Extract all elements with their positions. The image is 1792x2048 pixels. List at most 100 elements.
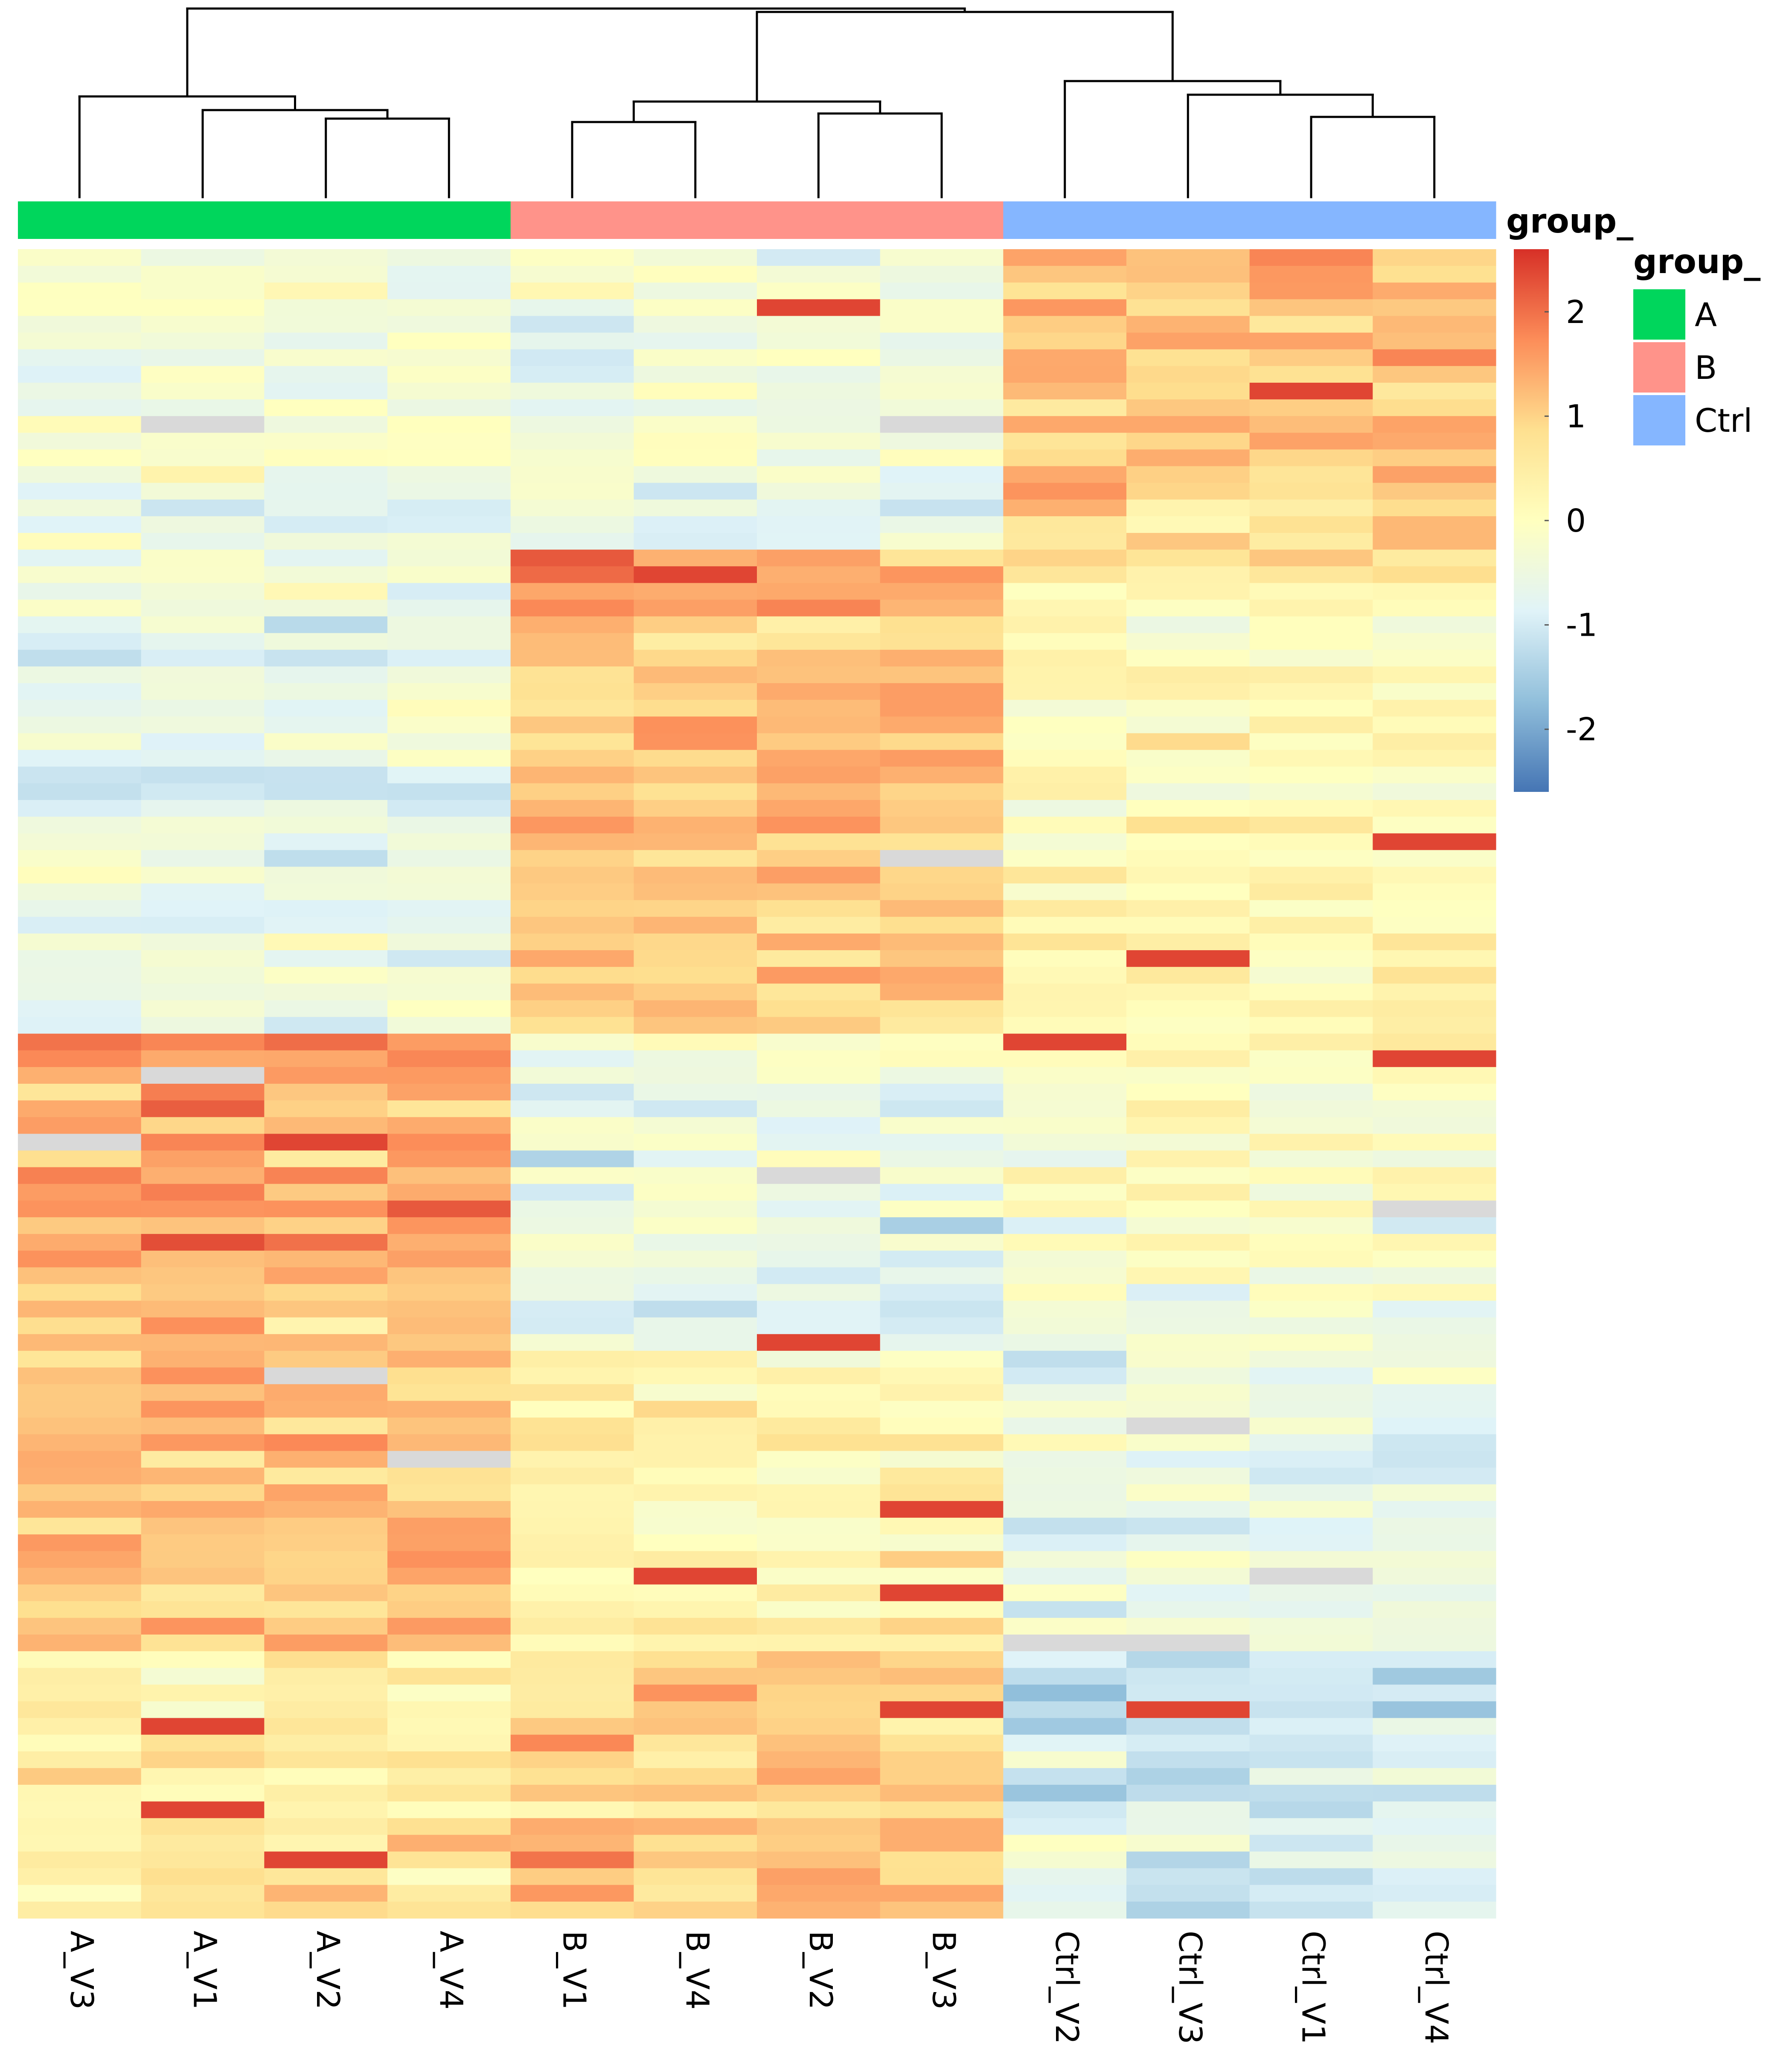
heatmap-cell: [18, 449, 142, 467]
heatmap-cell: [880, 266, 1004, 283]
heatmap-cell: [510, 1617, 634, 1635]
heatmap-cell: [141, 1384, 265, 1401]
heatmap-cell: [1249, 1000, 1373, 1018]
heatmap-cell: [1249, 1267, 1373, 1285]
heatmap-cell: [387, 1751, 511, 1769]
heatmap-cell: [18, 533, 142, 550]
heatmap-cell: [1003, 817, 1127, 834]
heatmap-cell: [1003, 1033, 1127, 1051]
heatmap-cell: [141, 883, 265, 901]
heatmap-cell: [757, 1134, 881, 1151]
heatmap-cell: [1249, 733, 1373, 751]
heatmap-cell: [387, 933, 511, 951]
heatmap-cell: [510, 916, 634, 934]
heatmap-cell: [510, 1634, 634, 1652]
heatmap-cell: [1126, 1751, 1250, 1769]
heatmap-cell: [387, 1851, 511, 1869]
heatmap-cell: [1126, 867, 1250, 884]
heatmap-cell: [1003, 332, 1127, 350]
heatmap-cell: [510, 550, 634, 567]
heatmap-cell: [141, 1768, 265, 1785]
heatmap-cell: [387, 1117, 511, 1134]
heatmap-cell: [264, 1100, 388, 1117]
heatmap-cell: [1373, 1367, 1496, 1385]
heatmap-cell: [1373, 733, 1496, 751]
heatmap-cell: [1373, 533, 1496, 550]
heatmap-cell: [1249, 950, 1373, 967]
heatmap-cell: [1126, 1601, 1250, 1618]
heatmap-cell: [18, 916, 142, 934]
heatmap-cell: [880, 1384, 1004, 1401]
heatmap-cell: [1003, 1885, 1127, 1902]
colorbar-ticks: 2 1 0 -1 -2: [1545, 294, 1597, 748]
heatmap-cell: [757, 1467, 881, 1485]
heatmap-cell: [634, 1217, 757, 1234]
heatmap-cell: [264, 983, 388, 1001]
heatmap-cell: [634, 366, 757, 383]
heatmap-cell: [387, 1150, 511, 1168]
heatmap-cell: [880, 583, 1004, 600]
heatmap-cell: [141, 967, 265, 984]
heatmap-cell: [880, 1901, 1004, 1919]
heatmap-cell: [264, 1885, 388, 1902]
heatmap-cell: [757, 1785, 881, 1802]
heatmap-cell: [634, 1467, 757, 1485]
heatmap-cell: [1249, 1284, 1373, 1301]
heatmap-cell: [141, 1184, 265, 1201]
heatmap-cell: [387, 1634, 511, 1652]
heatmap-cell: [18, 1668, 142, 1685]
heatmap-cell: [1126, 550, 1250, 567]
heatmap-cell: [757, 1017, 881, 1034]
heatmap-cell: [1373, 1334, 1496, 1351]
heatmap-cell: [1003, 633, 1127, 650]
heatmap-cell: [757, 783, 881, 800]
heatmap-cell: [264, 1200, 388, 1218]
heatmap-cell: [1373, 850, 1496, 867]
heatmap-cell: [1373, 1851, 1496, 1869]
heatmap-cell: [880, 900, 1004, 917]
heatmap-cell: [1003, 433, 1127, 450]
heatmap-cell: [1249, 850, 1373, 867]
heatmap-cell: [264, 266, 388, 283]
heatmap-cell: [141, 1200, 265, 1218]
heatmap-cell: [1249, 1251, 1373, 1268]
heatmap-cell: [634, 1234, 757, 1251]
heatmap-cell: [634, 1518, 757, 1535]
annotation-bar-title: group_: [1506, 202, 1633, 241]
heatmap-cell: [387, 1651, 511, 1668]
heatmap-cell: [880, 1768, 1004, 1785]
heatmap-cell: [1373, 1084, 1496, 1101]
heatmap-cell: [880, 1451, 1004, 1468]
heatmap-cell: [1249, 983, 1373, 1001]
heatmap-cell: [141, 1551, 265, 1568]
heatmap-cell: [264, 1150, 388, 1168]
heatmap-cell: [757, 449, 881, 467]
heatmap-cell: [757, 817, 881, 834]
heatmap-cell: [1126, 883, 1250, 901]
heatmap-cell: [387, 716, 511, 734]
heatmap-cell: [387, 1484, 511, 1501]
heatmap-cell: [510, 766, 634, 784]
heatmap-cell: [634, 1451, 757, 1468]
heatmap-cell: [757, 1584, 881, 1602]
heatmap-cell: [18, 1751, 142, 1769]
annotation-cell-a: [387, 201, 511, 239]
legend-label: A: [1695, 296, 1717, 334]
heatmap-cell: [1249, 332, 1373, 350]
heatmap-cell: [1373, 800, 1496, 817]
legend-swatch-a: [1633, 289, 1685, 340]
heatmap-cell: [1373, 1501, 1496, 1518]
heatmap-cell: [634, 1651, 757, 1668]
heatmap-cell: [141, 299, 265, 317]
heatmap-cell: [1003, 950, 1127, 967]
heatmap-cell: [634, 566, 757, 583]
heatmap-cell: [141, 1885, 265, 1902]
heatmap-cell: [1003, 1484, 1127, 1501]
heatmap-cell: [757, 1801, 881, 1818]
heatmap-cell: [510, 733, 634, 751]
heatmap-cell: [1249, 1701, 1373, 1719]
heatmap-cell: [1373, 883, 1496, 901]
heatmap-cell: [18, 1000, 142, 1018]
heatmap-cell: [1373, 1785, 1496, 1802]
heatmap-cell: [757, 1084, 881, 1101]
